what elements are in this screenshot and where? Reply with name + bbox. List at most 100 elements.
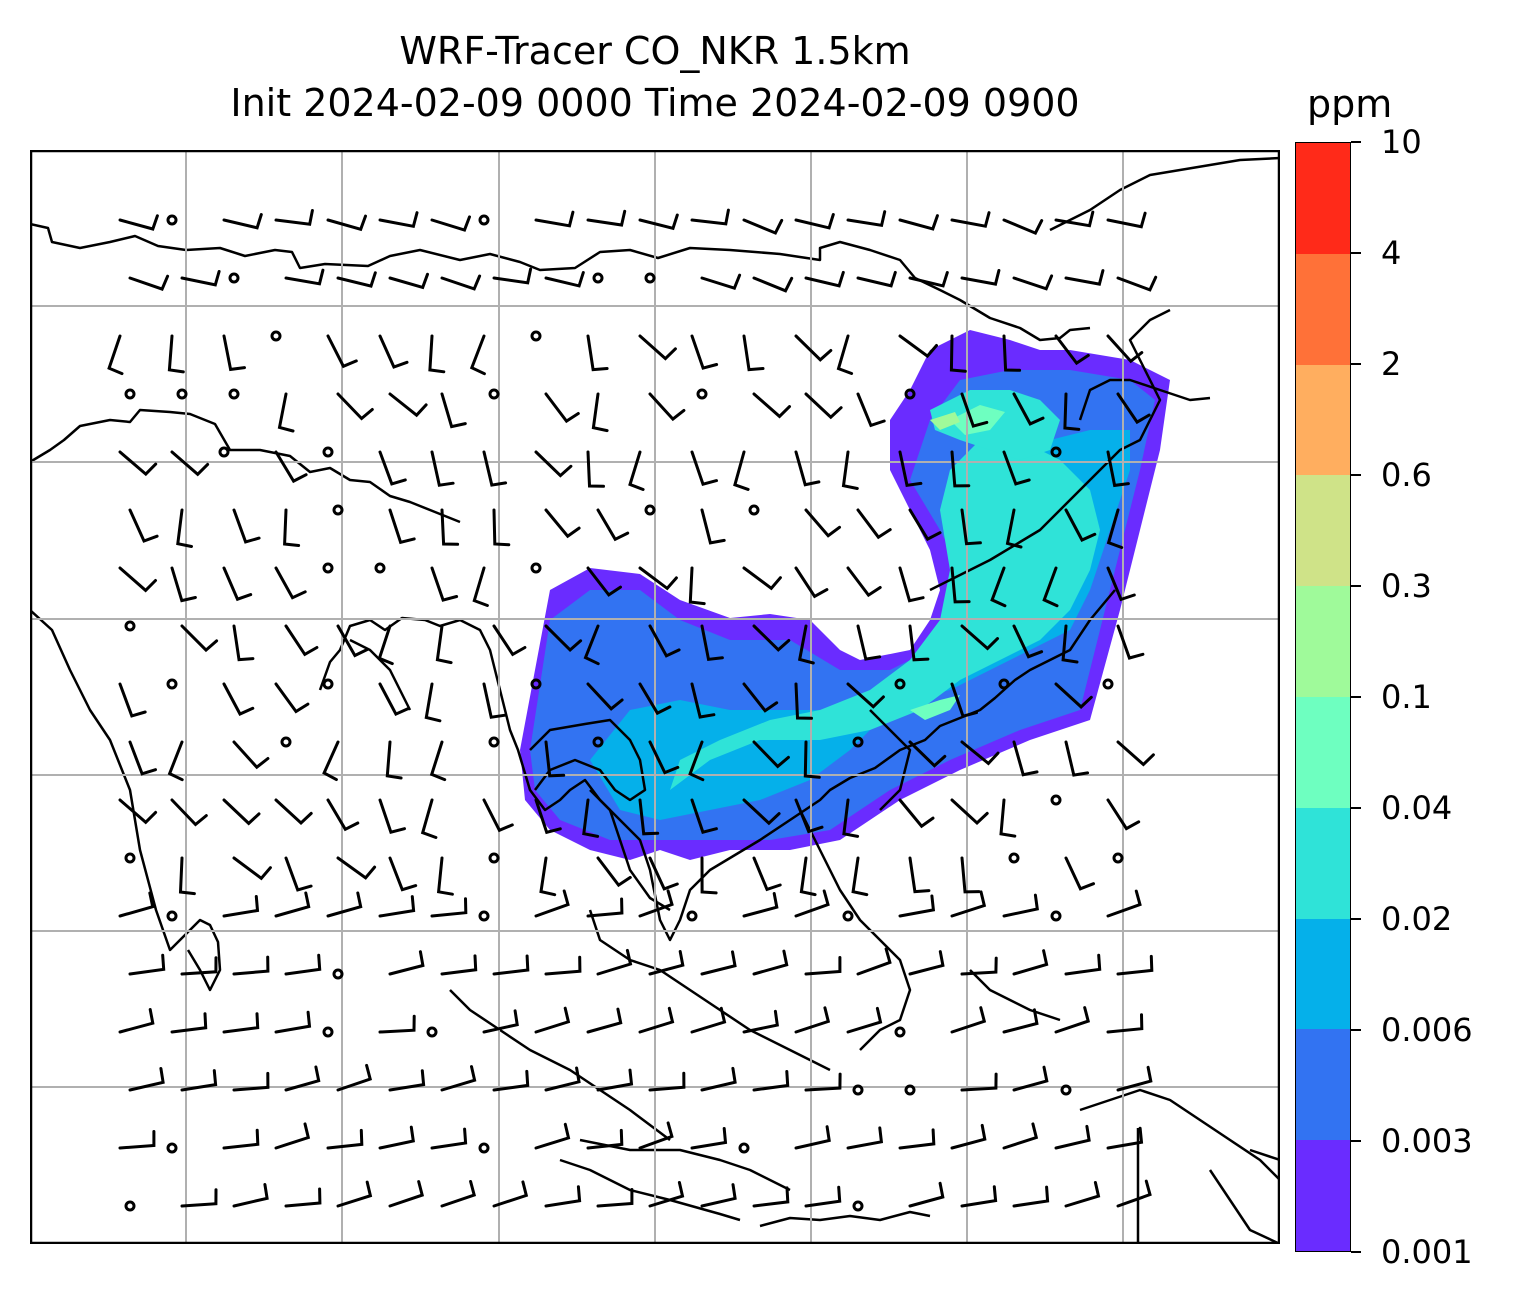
colorbar-segment-3 (1296, 807, 1350, 919)
wind-barb (232, 856, 272, 881)
wind-barb (648, 1181, 685, 1208)
wind-barb (388, 1180, 425, 1208)
calm-wind-marker (332, 968, 344, 980)
wind-barb (950, 1123, 987, 1150)
wind-barb (1116, 275, 1158, 292)
wind-barb (222, 798, 261, 826)
calm-wind-marker (894, 1026, 906, 1038)
wind-barb (118, 214, 159, 231)
wind-barb (1012, 274, 1054, 291)
wind-barb (1012, 740, 1039, 777)
wind-barb (804, 270, 845, 288)
calm-wind-marker (1112, 852, 1124, 864)
wind-barb (440, 1065, 477, 1092)
wind-barb (638, 1006, 675, 1034)
wind-barb (842, 798, 860, 838)
wind-barb (804, 392, 843, 420)
coastlines (30, 156, 1280, 1244)
wind-barb (586, 209, 627, 227)
wind-barb (700, 1066, 737, 1092)
wind-barb (326, 798, 360, 832)
wind-barb (583, 624, 600, 666)
map-title-line2: Init 2024-02-09 0000 Time 2024-02-09 090… (230, 81, 1080, 125)
colorbar-tick-label: 0.1 (1381, 678, 1432, 716)
wind-barb (898, 1128, 936, 1150)
wind-barb (752, 1186, 790, 1208)
wind-barb (803, 740, 821, 779)
wind-barb (1106, 508, 1124, 549)
wind-barb (950, 450, 971, 488)
wind-barb (1005, 508, 1023, 549)
calm-wind-marker (1050, 794, 1062, 806)
wind-barb (170, 1012, 208, 1034)
wind-barb (482, 682, 507, 719)
wind-barbs (107, 208, 1158, 1212)
wind-barb (128, 740, 157, 776)
calm-wind-marker (748, 504, 760, 516)
wind-barb (274, 566, 307, 600)
wind-barb (534, 889, 570, 918)
wind-barb (733, 450, 750, 491)
wind-barb (336, 1063, 373, 1092)
wind-barb (118, 891, 155, 918)
wind-barb (846, 1126, 884, 1150)
calm-wind-marker (738, 1142, 750, 1154)
wind-barb (492, 508, 511, 547)
wind-barb (440, 1180, 477, 1208)
wind-barb (752, 740, 790, 769)
wind-barb (638, 213, 679, 231)
wind-barb (436, 856, 454, 896)
wind-barb (232, 740, 270, 770)
wind-barb (388, 950, 425, 976)
wind-barb (170, 798, 208, 827)
wind-barb (322, 740, 340, 782)
wind-barb (841, 450, 859, 490)
wind-barb (118, 450, 158, 477)
wind-barb (1002, 450, 1031, 486)
wind-barb (1054, 682, 1093, 709)
wind-barb (128, 953, 166, 976)
wind-barb (492, 1180, 529, 1208)
calm-wind-marker (332, 504, 344, 516)
wind-barb (128, 1067, 165, 1092)
wind-barb (222, 213, 263, 230)
wind-barb (700, 508, 726, 545)
wind-barb (742, 682, 779, 713)
calm-wind-marker (1050, 446, 1062, 458)
wind-barb (118, 682, 147, 718)
wind-barb (908, 508, 942, 542)
wind-barb (1002, 1122, 1039, 1150)
wind-barb (794, 1125, 831, 1150)
wind-barb (482, 1009, 519, 1034)
wind-barb (284, 856, 313, 892)
colorbar-segment-0 (1296, 1140, 1350, 1251)
wind-barb (336, 1180, 373, 1208)
wind-barb (128, 508, 159, 543)
calm-wind-marker (478, 910, 490, 922)
wind-barb (628, 450, 645, 491)
wind-barb (638, 334, 677, 361)
wind-barb (534, 1006, 571, 1034)
calm-wind-marker (852, 1084, 864, 1096)
wind-barb (797, 624, 815, 665)
wind-barb (118, 1130, 156, 1150)
wind-barb (274, 1010, 312, 1034)
colorbar-tick-10 (1351, 141, 1361, 143)
colorbar-segment-8 (1296, 253, 1350, 365)
wind-barb (539, 856, 557, 897)
wind-barb (1116, 624, 1145, 660)
calm-wind-marker (852, 736, 864, 748)
plume-contour-4 (930, 390, 1060, 460)
wind-barb (167, 740, 184, 782)
calm-wind-marker (1102, 678, 1114, 690)
wind-barb (326, 891, 363, 918)
wind-barb (591, 392, 609, 433)
calm-wind-marker (124, 1200, 136, 1212)
wind-barb (1106, 889, 1142, 918)
wind-barb (277, 392, 295, 433)
calm-wind-marker (270, 330, 282, 342)
wind-barb (107, 334, 124, 376)
calm-wind-marker (124, 620, 136, 632)
colorbar-segment-9 (1296, 143, 1350, 254)
wind-barb (388, 272, 429, 290)
